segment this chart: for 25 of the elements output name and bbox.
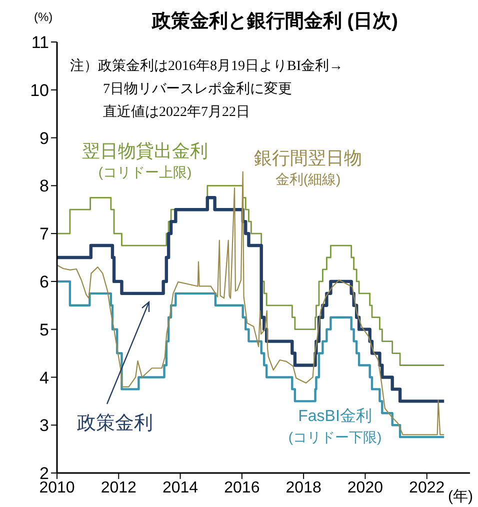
y-tick-label: 3 <box>40 416 49 436</box>
x-tick-label: 2014 <box>162 479 198 496</box>
x-tick-label: 2016 <box>224 479 260 496</box>
text: 政策金利 <box>76 412 154 436</box>
x-axis-title: (年) <box>448 487 473 506</box>
annotation: 注）政策金利は2016年8月19日よりBI金利→ 7日物リバースレポ金利に変更 <box>70 57 343 99</box>
y-tick-label: 6 <box>40 272 49 292</box>
y-tick-label: 7 <box>40 224 49 244</box>
y-tick-label: 5 <box>40 320 49 340</box>
series-label: 銀行間翌日物金利(細線) <box>253 147 363 189</box>
y-tick-label: 10 <box>30 80 49 100</box>
x-tick-label: 2022 <box>409 479 445 496</box>
series-label: 翌日物貸出金利(コリドー上限) <box>81 140 209 182</box>
y-axis-title: (%) <box>34 10 53 24</box>
y-tick-label: 11 <box>31 33 49 52</box>
annotation: 直近値は2022年7月22日 <box>102 104 250 122</box>
chart-title: 政策金利と銀行間金利 (日次) <box>150 10 399 34</box>
x-tick-label: 2012 <box>100 479 137 496</box>
x-tick-label: 2020 <box>347 479 384 496</box>
y-tick-label: 8 <box>40 176 49 196</box>
y-tick-label: 4 <box>40 368 49 388</box>
x-tick-label: 2010 <box>39 479 75 496</box>
x-tick-label: 2018 <box>286 479 322 496</box>
series-label: FasBI金利(コリドー下限) <box>287 407 383 446</box>
y-tick-label: 9 <box>40 128 49 148</box>
